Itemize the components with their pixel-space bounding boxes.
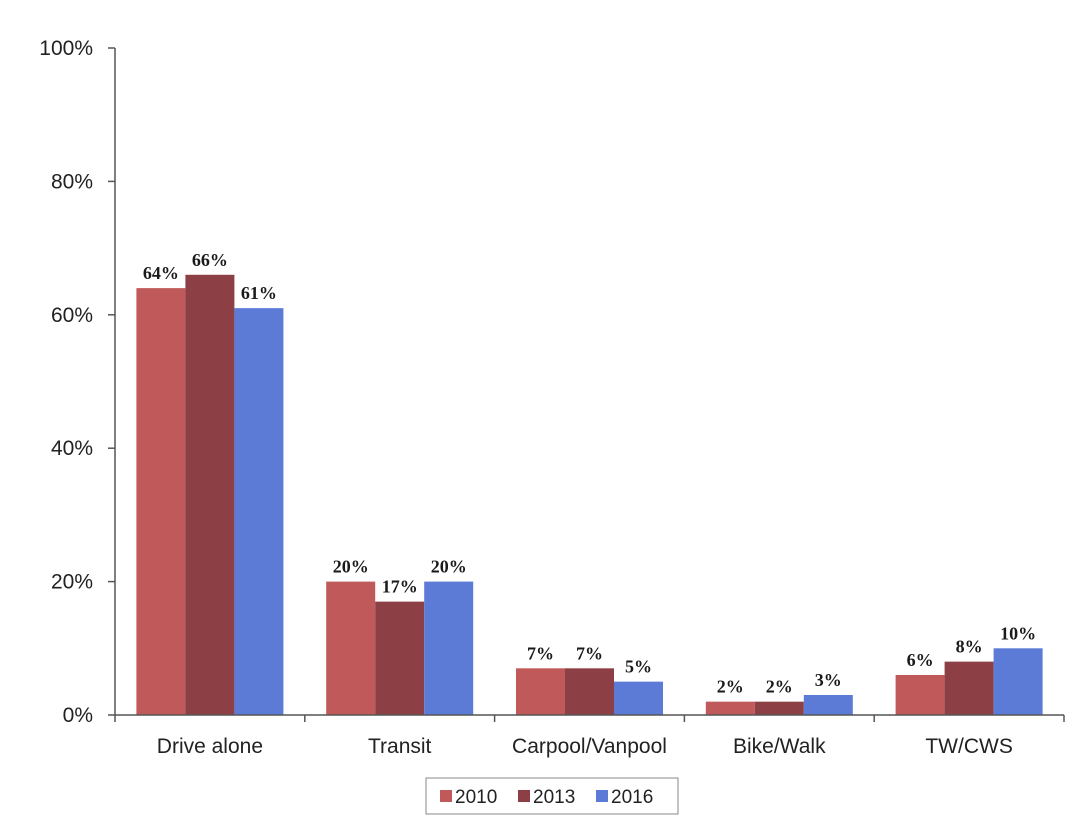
bar-transit-2010 <box>326 581 376 715</box>
category-label-carpool-vanpool: Carpool/Vanpool <box>512 735 667 758</box>
y-tick-label: 60% <box>51 304 93 327</box>
bar-drive-alone-2010 <box>136 288 186 715</box>
bar-drive-alone-2016 <box>234 308 284 715</box>
y-tick-label: 20% <box>51 571 93 594</box>
legend-label-2013: 2013 <box>533 787 575 808</box>
data-labels: 64% 66% 61% 20% 17% 20% 7% 7% 5% 2% 2% 3% 6% 8% 10% <box>143 250 1036 697</box>
bar-drive-alone-2013 <box>185 274 235 715</box>
bar-bike-walk-2016 <box>803 694 853 715</box>
category-labels: Drive alone Transit Carpool/Vanpool Bike/Wa… <box>157 735 1013 758</box>
y-tick-label: 100% <box>39 37 93 60</box>
category-label-bike-walk: Bike/Walk <box>733 735 826 758</box>
data-label-bike-walk-2010: 2% <box>717 677 744 697</box>
data-label-transit-2016: 20% <box>431 557 467 577</box>
category-label-tw-cws: TW/CWS <box>925 735 1012 758</box>
y-axis-ticks: 0% 20% 40% 60% 80% 100% <box>39 37 115 727</box>
data-label-carpool-vanpool-2010: 7% <box>527 643 554 663</box>
y-tick-label: 80% <box>51 170 93 193</box>
bar-carpool-vanpool-2010 <box>516 668 565 715</box>
legend-box <box>425 777 679 815</box>
data-label-bike-walk-2013: 2% <box>766 677 793 697</box>
bar-transit-2013 <box>375 601 425 715</box>
data-label-carpool-vanpool-2016: 5% <box>625 657 652 677</box>
y-tick-label: 0% <box>63 704 93 727</box>
data-label-transit-2013: 17% <box>382 577 418 597</box>
bar-tw-cws-2013 <box>944 661 994 715</box>
bar-carpool-vanpool-2013 <box>565 668 614 715</box>
bar-bike-walk-2010 <box>705 701 755 715</box>
data-label-tw-cws-2013: 8% <box>956 637 983 657</box>
data-label-drive-alone-2010: 64% <box>143 263 179 283</box>
bar-carpool-vanpool-2016 <box>614 681 663 715</box>
legend-swatch-2016 <box>596 790 608 802</box>
bar-tw-cws-2010 <box>895 674 945 715</box>
legend-swatch-2013 <box>518 790 530 802</box>
legend-swatch-2010 <box>440 790 452 802</box>
legend: 2010 2013 2016 <box>425 777 679 815</box>
data-label-transit-2010: 20% <box>333 557 369 577</box>
y-tick-label: 40% <box>51 437 93 460</box>
bar-bike-walk-2013 <box>754 701 804 715</box>
x-axis-ticks <box>114 715 1065 722</box>
bar-transit-2016 <box>424 581 474 715</box>
category-label-drive-alone: Drive alone <box>157 735 263 758</box>
bar-tw-cws-2016 <box>993 648 1043 715</box>
data-label-tw-cws-2010: 6% <box>907 650 934 670</box>
data-label-tw-cws-2016: 10% <box>1000 623 1036 643</box>
bars <box>136 274 1043 715</box>
legend-label-2016: 2016 <box>611 787 653 808</box>
category-label-transit: Transit <box>368 735 432 758</box>
legend-label-2010: 2010 <box>455 787 497 808</box>
data-label-drive-alone-2013: 66% <box>192 250 228 270</box>
data-label-carpool-vanpool-2013: 7% <box>576 643 603 663</box>
data-label-bike-walk-2016: 3% <box>815 670 842 690</box>
data-label-drive-alone-2016: 61% <box>241 283 277 303</box>
